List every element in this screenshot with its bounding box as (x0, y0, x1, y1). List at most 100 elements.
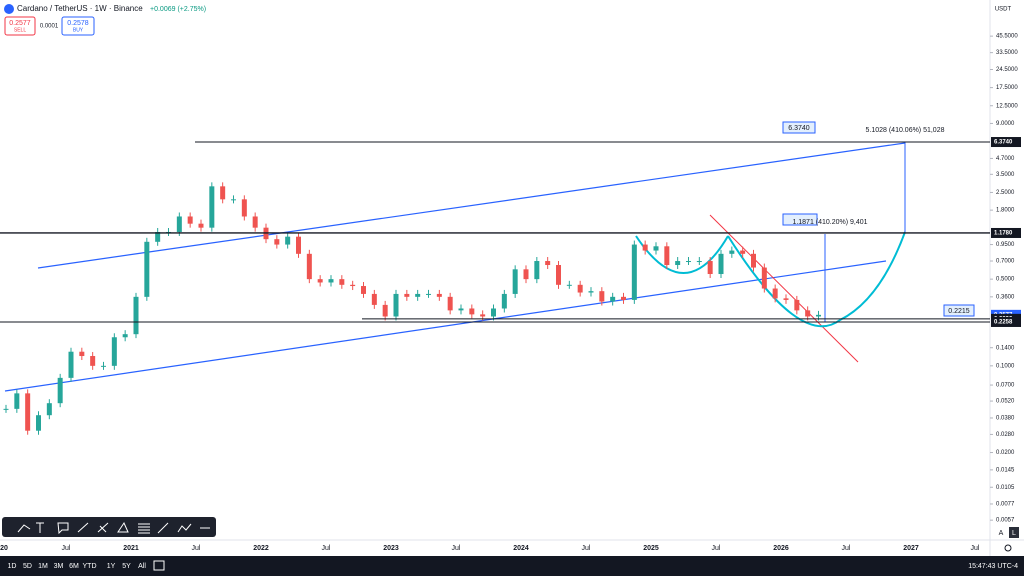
candle-body (426, 293, 431, 295)
y-tick-label: 0.1400 (996, 345, 1015, 351)
candle-body (566, 284, 572, 286)
y-tick-label: 0.9500 (996, 242, 1015, 248)
symbol-icon (4, 4, 14, 14)
range-button[interactable]: 1Y (107, 563, 116, 570)
candle-body (101, 365, 106, 367)
candle-body (393, 293, 399, 317)
change: +0.0069 (+2.75%) (150, 6, 206, 13)
candle-body (447, 296, 453, 311)
price-label-bg (991, 137, 1021, 148)
x-tick-label: 2022 (253, 545, 269, 552)
candle-body (512, 269, 518, 294)
trend-line (37, 142, 906, 269)
x-tick-label: 2021 (123, 545, 139, 552)
toolbar-icons[interactable] (17, 521, 210, 535)
candle-body (469, 308, 475, 315)
x-tick-label: Jul (62, 545, 71, 552)
candle-body (415, 293, 421, 297)
range-button[interactable]: 5Y (122, 563, 131, 570)
y-tick-label: 0.3600 (996, 294, 1015, 300)
candle-body (751, 253, 756, 268)
candle-body (556, 265, 561, 285)
candle-body (57, 377, 63, 404)
range-button[interactable]: YTD (83, 563, 97, 570)
candle-body (675, 261, 681, 266)
candle-body (783, 298, 789, 300)
price-label: 1.1780 (994, 231, 1013, 237)
candle-body (382, 304, 388, 317)
x-tick-label: Jul (322, 545, 331, 552)
candle-body (404, 293, 410, 297)
candle-body (68, 351, 74, 378)
candle-body (599, 291, 605, 302)
price-axis: 45.5000 33.5000 24.5000 17.5000 12.5000 9.000… (0, 34, 1018, 552)
candle-body (729, 250, 735, 254)
candle-body (198, 223, 204, 228)
annotation-box (782, 213, 818, 226)
annotation: 6.3740 (788, 125, 810, 132)
range-button[interactable]: 1D (8, 563, 17, 570)
currency[interactable]: USDT (995, 7, 1012, 13)
candle-body (361, 286, 366, 294)
candle-body (90, 356, 96, 366)
candle-body (761, 267, 767, 289)
candle-body (696, 261, 702, 263)
date-range-icon[interactable] (153, 560, 165, 571)
symbol[interactable]: Cardano / TetherUS · 1W · Binance (17, 4, 143, 13)
range-buttons: 1D 5D 1M 3M 6M YTD 1Y 5Y All (8, 563, 147, 570)
candle-body (610, 296, 616, 302)
range-button[interactable]: All (138, 563, 146, 570)
candle-body (350, 284, 356, 287)
candle-body (317, 279, 323, 283)
y-tick-label: 33.5000 (996, 50, 1018, 56)
candle-body (588, 291, 594, 293)
price-label-bg (991, 227, 1021, 238)
buy-button[interactable] (61, 16, 95, 36)
bottom-bar (0, 556, 1024, 576)
price-label-bg (991, 316, 1021, 327)
y-tick-label: 1.8000 (996, 208, 1015, 214)
range-button[interactable]: 6M (69, 563, 79, 570)
annotation: 0.2215 (948, 308, 970, 315)
range-button[interactable]: 1M (38, 563, 48, 570)
range-button[interactable]: 5D (23, 563, 32, 570)
trend-line (4, 260, 887, 392)
y-tick-label: 17.5000 (996, 85, 1018, 91)
candle-body (144, 241, 150, 297)
x-tick-label: 2023 (383, 545, 399, 552)
candle-body (816, 314, 821, 317)
candle-body (306, 253, 312, 280)
candle-body (296, 236, 301, 254)
y-tick-label: 0.0380 (996, 416, 1015, 422)
candle-body (176, 216, 182, 232)
settings-icon[interactable] (1004, 544, 1012, 552)
candle-body (577, 284, 583, 293)
candles (3, 182, 821, 435)
candle-body (252, 216, 258, 228)
sell-button[interactable] (4, 16, 36, 36)
candle-body (187, 216, 193, 224)
buy-label: BUY (73, 27, 84, 33)
y-tick-label: 0.5000 (996, 277, 1015, 283)
range-button[interactable]: 3M (54, 563, 64, 570)
scale-toggle[interactable]: L (1012, 530, 1016, 537)
candle-body (653, 246, 659, 251)
x-tick-label: 2025 (643, 545, 659, 552)
x-tick-label: Jul (582, 545, 591, 552)
buy-price: 0.2578 (67, 20, 89, 27)
candle-body (339, 279, 345, 285)
x-tick-label: Jul (842, 545, 851, 552)
candle-body (772, 288, 778, 299)
candle-body (371, 293, 377, 305)
candle-body (220, 186, 226, 200)
y-tick-label: 0.7000 (996, 259, 1015, 265)
sell-label: SELL (14, 27, 26, 33)
candle-body (631, 244, 637, 300)
price-label: 6.3740 (994, 140, 1013, 146)
candle-body (155, 231, 161, 242)
candle-body (3, 408, 9, 410)
candle-body (545, 261, 551, 266)
scale-toggle[interactable]: A (999, 530, 1004, 537)
